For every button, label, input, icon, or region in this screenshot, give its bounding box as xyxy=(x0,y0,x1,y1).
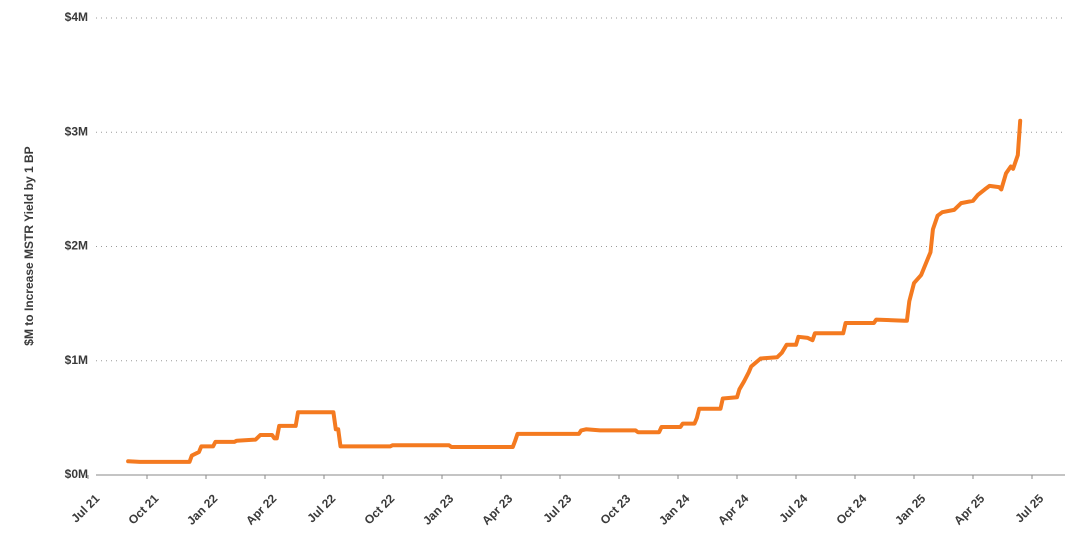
x-tick-label: Jul 24 xyxy=(776,491,810,525)
x-tick-label: Oct 23 xyxy=(598,491,634,527)
x-tick-label: Jan 23 xyxy=(420,491,457,528)
data-line xyxy=(126,118,1023,464)
x-tick-label: Apr 25 xyxy=(951,491,988,528)
x-tick-label: Jul 23 xyxy=(540,491,574,525)
y-tick-label: $1M xyxy=(65,353,88,367)
x-tick-label: Apr 24 xyxy=(715,491,752,528)
x-tick-label: Apr 23 xyxy=(479,491,516,528)
x-tick-label: Jul 22 xyxy=(304,491,338,525)
y-axis-label: $M to Increase MSTR Yield by 1 BP xyxy=(22,146,36,345)
x-tick-label: Oct 22 xyxy=(362,491,398,527)
x-tick-label: Apr 22 xyxy=(243,491,280,528)
x-tick-label: Jan 22 xyxy=(184,491,221,528)
x-tick-label: Jul 25 xyxy=(1012,491,1046,525)
y-tick-label: $0M xyxy=(65,467,88,481)
x-tick-label: Jan 24 xyxy=(656,491,693,528)
y-tick-label: $4M xyxy=(65,10,88,24)
x-tick-label: Oct 24 xyxy=(834,491,870,527)
y-tick-label: $2M xyxy=(65,239,88,253)
x-tick-label: Oct 21 xyxy=(126,491,162,527)
x-tick-label: Jul 21 xyxy=(68,491,102,525)
x-tick-label: Jan 25 xyxy=(892,491,929,528)
y-tick-label: $3M xyxy=(65,124,88,138)
